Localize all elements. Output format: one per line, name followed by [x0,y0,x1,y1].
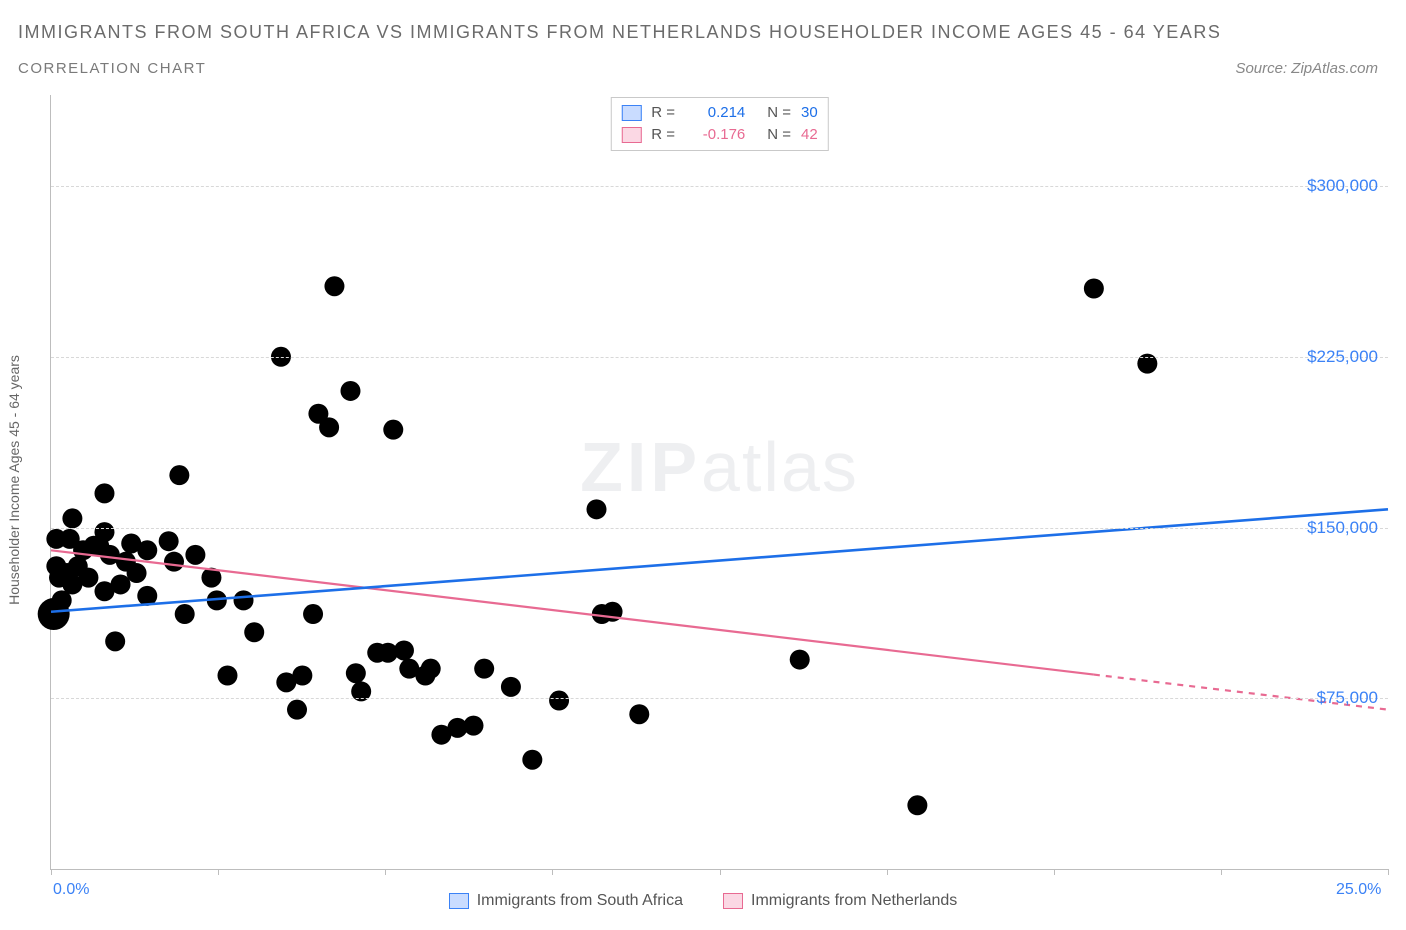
point-netherlands [474,659,494,679]
point-south-africa [522,750,542,770]
legend-n-label: N = [767,124,791,146]
correlation-legend: R = 0.214 N = 30 R = -0.176 N = 42 [610,97,828,151]
scatter-svg [51,95,1388,869]
legend-series-label: Immigrants from South Africa [477,892,683,910]
x-tick [552,869,553,875]
point-south-africa [94,522,114,542]
x-tick [51,869,52,875]
legend-swatch-icon [621,127,641,143]
point-netherlands [127,563,147,583]
point-netherlands [111,574,131,594]
point-netherlands [287,700,307,720]
point-netherlands [175,604,195,624]
regression-line [51,509,1388,611]
grid-line [51,186,1388,187]
point-south-africa [346,663,366,683]
chart-title: IMMIGRANTS FROM SOUTH AFRICA VS IMMIGRAN… [18,22,1221,43]
point-netherlands [586,499,606,519]
point-south-africa [367,643,387,663]
series-legend: Immigrants from South Africa Immigrants f… [0,892,1406,910]
point-netherlands [62,508,82,528]
y-tick-label: $150,000 [1307,518,1378,538]
point-south-africa [217,666,237,686]
legend-row: R = 0.214 N = 30 [621,102,817,124]
legend-swatch-icon [449,893,469,909]
point-netherlands [234,590,254,610]
legend-swatch-icon [621,105,641,121]
legend-series-label: Immigrants from Netherlands [751,892,957,910]
y-tick-label: $225,000 [1307,347,1378,367]
point-south-africa [292,666,312,686]
point-south-africa [38,598,70,630]
x-tick [1388,869,1389,875]
legend-n-value: 30 [801,102,818,124]
legend-r-value: 0.214 [689,102,745,124]
y-tick-label: $300,000 [1307,176,1378,196]
point-netherlands [137,540,157,560]
point-netherlands [94,483,114,503]
source-label: Source: ZipAtlas.com [1235,60,1378,77]
grid-line [51,357,1388,358]
x-tick [1054,869,1055,875]
point-south-africa [421,659,441,679]
page: IMMIGRANTS FROM SOUTH AFRICA VS IMMIGRAN… [0,0,1406,930]
legend-r-value: -0.176 [689,124,745,146]
x-tick [1221,869,1222,875]
x-tick [720,869,721,875]
point-south-africa [319,417,339,437]
chart-subtitle: CORRELATION CHART [18,60,206,77]
point-netherlands [340,381,360,401]
point-netherlands [907,795,927,815]
legend-r-label: R = [651,124,679,146]
point-netherlands [303,604,323,624]
point-south-africa [549,691,569,711]
y-tick-label: $75,000 [1317,688,1378,708]
point-netherlands [324,276,344,296]
point-netherlands [394,640,414,660]
point-netherlands [78,568,98,588]
legend-item: Immigrants from South Africa [449,892,683,910]
legend-item: Immigrants from Netherlands [723,892,957,910]
point-netherlands [244,622,264,642]
point-netherlands [159,531,179,551]
point-netherlands [105,631,125,651]
grid-line [51,528,1388,529]
point-south-africa [501,677,521,697]
x-tick [218,869,219,875]
chart-plot-area: ZIPatlas R =0.214N =30R =-0.176N =42 $75… [50,95,1388,870]
grid-line [51,698,1388,699]
legend-row: R = -0.176 N = 42 [621,124,817,146]
legend-r-label: R = [651,102,679,124]
point-south-africa [383,420,403,440]
point-south-africa [629,704,649,724]
point-south-africa [57,563,77,583]
point-south-africa [169,465,189,485]
x-tick [385,869,386,875]
legend-n-label: N = [767,102,791,124]
legend-n-value: 42 [801,124,818,146]
point-south-africa [164,552,184,572]
point-south-africa [790,650,810,670]
point-south-africa [100,545,120,565]
point-south-africa [1084,279,1104,299]
legend-swatch-icon [723,893,743,909]
y-axis-label: Householder Income Ages 45 - 64 years [6,355,22,605]
regression-line [51,550,1094,674]
point-south-africa [463,716,483,736]
point-netherlands [185,545,205,565]
x-tick [887,869,888,875]
